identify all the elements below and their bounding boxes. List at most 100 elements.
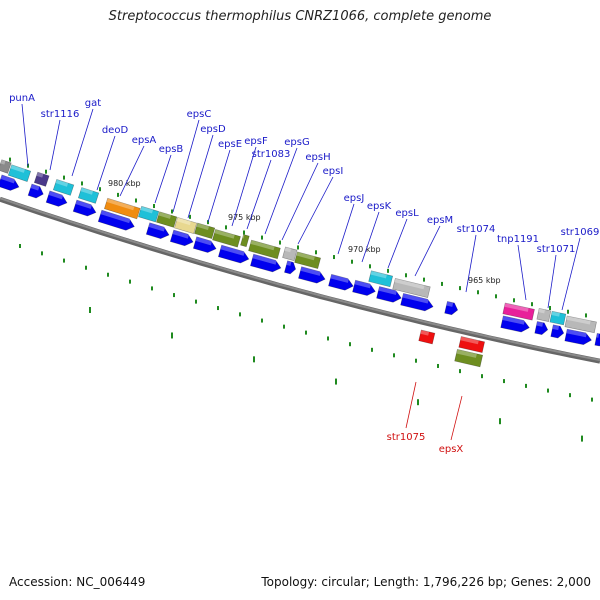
gene-label-epsD: epsD (200, 124, 226, 135)
cds-arrow (594, 332, 600, 347)
gene-leader-line (172, 119, 200, 213)
cds-arrow (352, 279, 376, 296)
gene-leader-line (96, 135, 116, 191)
gene-label-epsX: epsX (439, 444, 464, 455)
feature-block (174, 217, 198, 235)
gene-label-epsB: epsB (159, 144, 184, 155)
feature-block (392, 278, 431, 298)
gene-leader-line (450, 395, 463, 441)
feature-block (7, 164, 32, 182)
feature-block (138, 205, 160, 223)
feature-block (52, 178, 75, 196)
gene-label-epsK: epsK (367, 201, 392, 212)
feature-block (103, 197, 141, 220)
scale-label: 975 kbp (228, 213, 261, 222)
gene-leader-line (246, 159, 272, 230)
cds-arrow (27, 183, 44, 199)
feature-block (549, 310, 567, 326)
cds-arrow (298, 266, 326, 284)
gene-label-str1071: str1071 (537, 244, 576, 255)
cds-arrow (45, 190, 68, 207)
cds-arrow (500, 315, 530, 333)
gene-leader-line (387, 218, 408, 269)
feature-block (458, 336, 485, 353)
cds-arrow (97, 209, 135, 231)
feature-block (282, 246, 298, 262)
scale-label: 965 kbp (468, 276, 501, 285)
feature-block (502, 302, 535, 321)
gene-leader-line (297, 176, 334, 245)
gene-leader-line (414, 225, 441, 277)
gene-label-epsE: epsE (218, 139, 242, 150)
gene-leader-line (281, 162, 319, 241)
gene-leader-line (119, 145, 145, 197)
cds-arrow (250, 253, 282, 273)
gene-leader-line (547, 254, 557, 309)
feature-block (248, 239, 281, 260)
gene-leader-line (207, 149, 231, 223)
feature-block (536, 307, 552, 322)
cds-arrow (534, 321, 549, 335)
gene-label-epsM: epsM (427, 215, 453, 226)
gene-label-epsC: epsC (187, 109, 212, 120)
accession-label: Accession: NC_006449 (9, 575, 146, 589)
feature-block (194, 222, 216, 239)
cds-arrow (217, 244, 250, 264)
feature-block (212, 228, 241, 248)
gene-label-epsI: epsI (323, 166, 344, 177)
feature-block (454, 348, 484, 368)
feature-block (156, 211, 178, 228)
gene-leader-line (517, 244, 527, 301)
gene-label-str1083: str1083 (252, 149, 291, 160)
map-title: Streptococcus thermophilus CNRZ1066, com… (108, 9, 492, 24)
gene-leader-line (154, 154, 172, 204)
genome-backbone-highlight (0, 197, 600, 362)
feature-block (77, 187, 100, 204)
gene-label-str1069: str1069 (561, 227, 600, 238)
cds-arrow (564, 328, 592, 345)
gene-label-epsG: epsG (284, 137, 309, 148)
cds-arrow (72, 199, 97, 217)
gene-leader-line (405, 381, 417, 429)
gene-label-gat: gat (85, 98, 101, 109)
gene-label-epsF: epsF (244, 136, 268, 147)
gene-label-tnp1191: tnp1191 (497, 234, 539, 245)
cds-arrow (328, 273, 354, 291)
feature-block (0, 159, 12, 174)
gene-label-epsJ: epsJ (344, 193, 365, 204)
cds-arrow (284, 260, 296, 275)
scale-label: 980 kbp (108, 179, 141, 188)
genome-backbone (0, 196, 600, 364)
genome-summary: Topology: circular; Length: 1,796,226 bp… (261, 575, 591, 589)
gene-leader-line (561, 237, 581, 311)
gene-label-punA: punA (9, 93, 35, 104)
cds-arrow (400, 292, 434, 312)
feature-block (33, 171, 50, 187)
feature-block (294, 251, 321, 270)
cds-arrow (192, 236, 217, 253)
gene-label-epsL: epsL (395, 208, 419, 219)
gene-label-epsH: epsH (305, 152, 330, 163)
feature-block (240, 234, 250, 248)
cds-arrow (444, 301, 459, 316)
cds-arrow (550, 324, 565, 339)
gene-leader-line (465, 234, 477, 293)
gene-leader-line (49, 119, 61, 171)
gene-leader-line (337, 203, 355, 255)
gene-leader-line (21, 103, 29, 167)
gene-label-str1116: str1116 (41, 109, 80, 120)
gene-leader-line (264, 147, 298, 235)
feature-block (368, 270, 394, 288)
gene-leader-line (71, 108, 94, 177)
cds-arrow (376, 286, 402, 303)
gene-label-str1074: str1074 (457, 224, 496, 235)
gene-label-str1075: str1075 (387, 432, 426, 443)
gene-leader-line (361, 211, 380, 263)
gene-label-epsA: epsA (132, 135, 157, 146)
feature-block (418, 329, 436, 345)
cds-arrow (145, 222, 170, 239)
gene-label-deoD: deoD (102, 125, 129, 136)
gene-leader-line (187, 134, 214, 219)
gene-leader-line (231, 146, 257, 227)
